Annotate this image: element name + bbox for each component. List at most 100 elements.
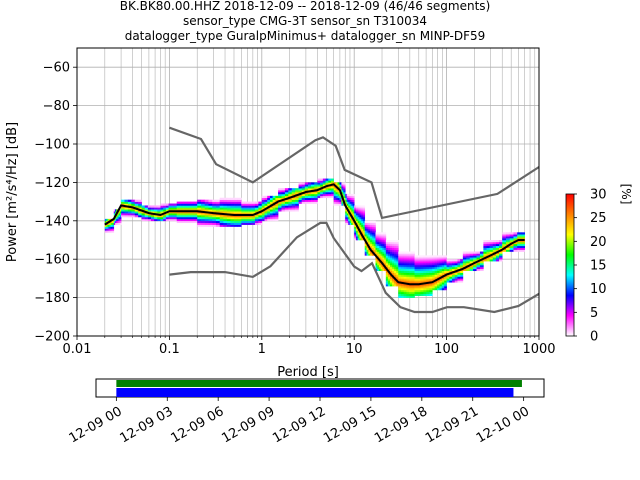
heatmap-cell <box>237 203 242 206</box>
heatmap-cell <box>409 278 413 281</box>
heatmap-cell <box>325 180 329 183</box>
heatmap-cell <box>384 268 387 272</box>
heatmap-cell <box>454 268 458 272</box>
heatmap-cell <box>348 215 351 218</box>
heatmap-cell <box>502 240 507 243</box>
heatmap-cell <box>380 236 383 239</box>
heatmap-cell <box>382 245 385 248</box>
heatmap-cell <box>157 216 161 220</box>
heatmap-cell <box>439 278 443 281</box>
heatmap-cell <box>230 201 235 204</box>
heatmap-cell <box>398 259 402 262</box>
colorbar-tick-label: 25 <box>590 211 607 226</box>
heatmap-cell <box>301 182 306 185</box>
heatmap-cell <box>389 249 393 252</box>
heatmap-cell <box>370 240 373 243</box>
heatmap-cell <box>457 261 461 264</box>
heatmap-cell <box>396 240 399 243</box>
heatmap-cell <box>186 218 191 222</box>
heatmap-cell <box>361 216 364 220</box>
heatmap-cell <box>219 201 224 204</box>
heatmap-cell <box>380 249 383 252</box>
heatmap-cell <box>234 203 238 206</box>
heatmap-cell <box>387 274 391 277</box>
heatmap-cell <box>406 272 410 275</box>
heatmap-cell <box>193 201 198 204</box>
heatmap-cell <box>392 240 395 243</box>
heatmap-cell <box>349 203 352 206</box>
heatmap-cell <box>495 253 500 256</box>
heatmap-cell <box>212 209 217 212</box>
heatmap-cell <box>317 190 321 193</box>
heatmap-cell <box>375 249 378 252</box>
heatmap-cell <box>520 247 525 250</box>
heatmap-cell <box>355 215 359 218</box>
heatmap-cell <box>278 207 282 210</box>
heatmap-cell <box>392 259 395 262</box>
heatmap-cell <box>384 249 387 252</box>
heatmap-cell <box>460 272 464 275</box>
heatmap-cell <box>368 238 371 241</box>
heatmap-cell <box>385 272 389 275</box>
heatmap-cell <box>109 218 112 222</box>
heatmap-cell <box>439 272 443 275</box>
heatmap-cell <box>346 199 349 202</box>
heatmap-cell <box>234 207 238 210</box>
heatmap-cell <box>127 201 132 204</box>
heatmap-cell <box>409 259 413 262</box>
heatmap-cell <box>434 276 438 279</box>
heatmap-cell <box>483 255 487 258</box>
heatmap-cell <box>382 236 385 239</box>
heatmap-cell <box>398 286 402 289</box>
heatmap-cell <box>361 207 364 210</box>
heatmap-cell <box>394 276 397 279</box>
heatmap-cell <box>429 293 433 296</box>
heatmap-cell <box>437 270 440 273</box>
heatmap-cell <box>371 222 374 225</box>
heatmap-cell <box>371 226 374 229</box>
heatmap-cell <box>437 280 440 283</box>
heatmap-cell <box>248 216 252 220</box>
heatmap-cell <box>295 201 299 204</box>
heatmap-cell <box>406 270 410 273</box>
heatmap-cell <box>116 222 118 225</box>
heatmap-cell <box>394 259 397 262</box>
heatmap-cell <box>254 220 259 224</box>
heatmap-cell <box>226 201 231 204</box>
heatmap-cell <box>389 278 393 281</box>
heatmap-cell <box>138 205 142 208</box>
heatmap-cell <box>384 236 387 239</box>
heatmap-cell <box>320 184 324 187</box>
heatmap-cell <box>333 190 336 193</box>
heatmap-cell <box>403 272 407 275</box>
heatmap-cell <box>398 278 402 281</box>
heatmap-cell <box>355 218 359 222</box>
heatmap-cell <box>502 243 507 247</box>
heatmap-cell <box>193 220 198 224</box>
heatmap-cell <box>359 207 362 210</box>
heatmap-cell <box>109 224 112 227</box>
heatmap-cell <box>361 215 364 218</box>
heatmap-cell <box>446 268 450 272</box>
heatmap-cell <box>377 240 380 243</box>
heatmap-cell <box>362 234 366 237</box>
heatmap-cell <box>400 259 405 262</box>
heatmap-cell <box>403 280 407 283</box>
heatmap-cell <box>204 207 209 210</box>
heatmap-cell <box>190 220 195 224</box>
heatmap-cell <box>373 249 376 252</box>
heatmap-cell <box>426 257 430 260</box>
heatmap-cell <box>264 197 268 200</box>
heatmap-cell <box>441 259 445 262</box>
heatmap-cell <box>387 284 391 287</box>
heatmap-cell <box>394 245 397 248</box>
heatmap-cell <box>495 257 500 260</box>
heatmap-cell <box>466 268 471 272</box>
heatmap-cell <box>362 207 366 210</box>
heatmap-cell <box>396 243 399 247</box>
heatmap-cell <box>398 280 402 283</box>
heatmap-cell <box>396 282 399 285</box>
heatmap-cell <box>341 182 344 185</box>
heatmap-cell <box>486 253 490 256</box>
heatmap-cell <box>165 216 169 220</box>
